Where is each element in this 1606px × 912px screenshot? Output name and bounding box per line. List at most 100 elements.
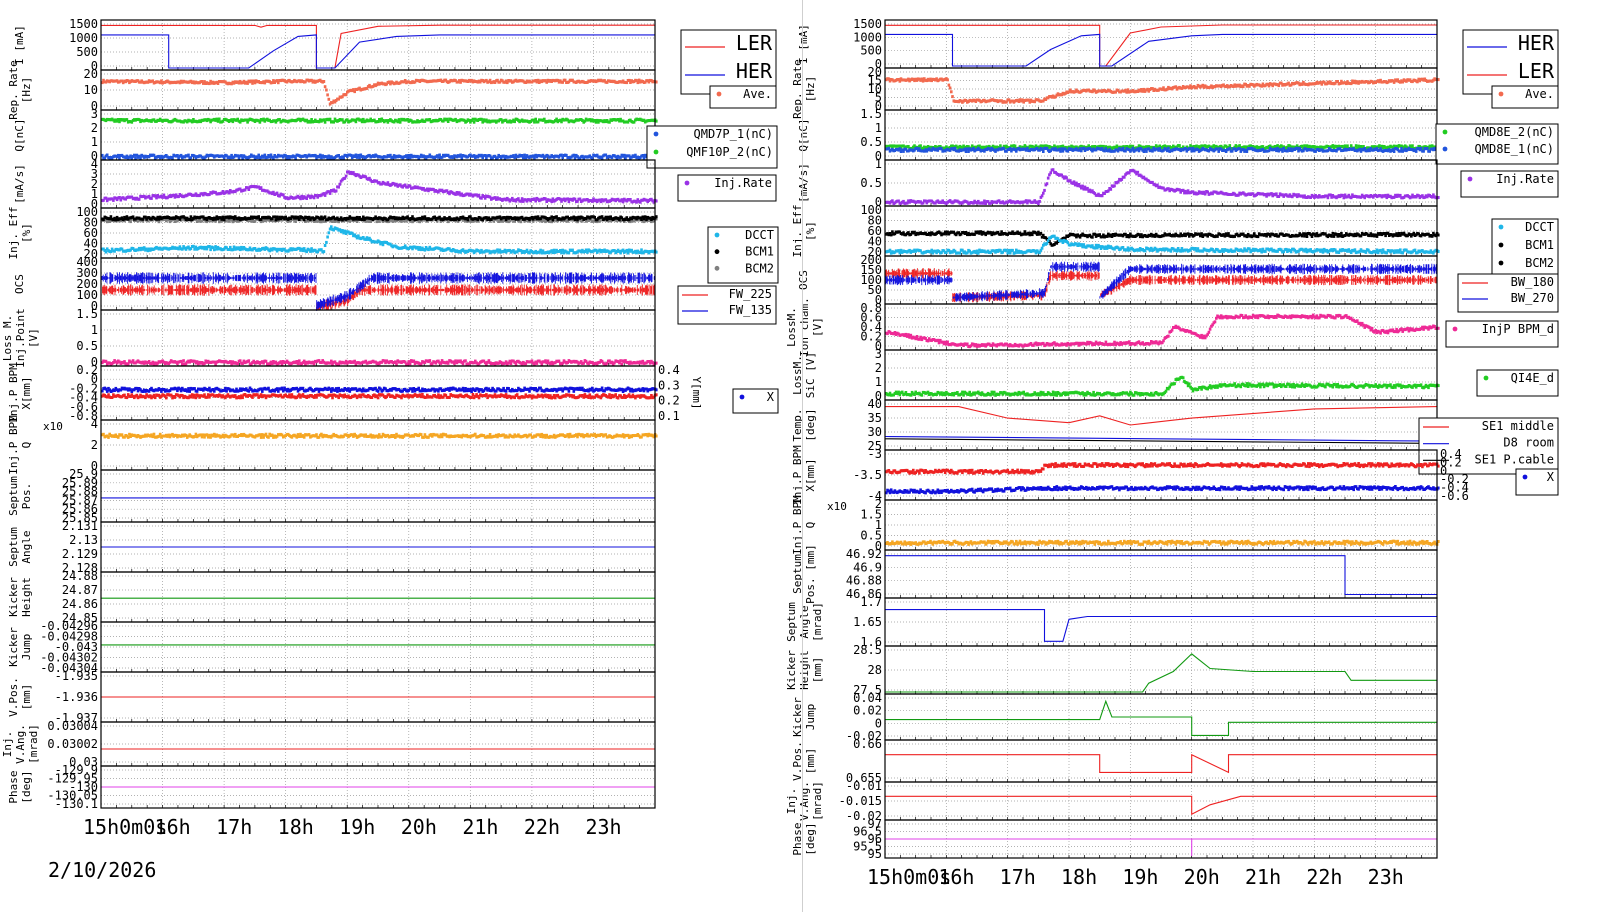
data-point bbox=[146, 249, 150, 253]
data-point bbox=[555, 117, 558, 121]
data-point bbox=[275, 191, 279, 195]
y-tick-label: 0 bbox=[91, 59, 98, 73]
data-point bbox=[418, 246, 422, 250]
data-point bbox=[236, 154, 239, 158]
data-point bbox=[364, 175, 368, 179]
data-point bbox=[593, 119, 596, 122]
data-point bbox=[389, 82, 392, 86]
data-point bbox=[156, 215, 159, 219]
data-point bbox=[640, 218, 643, 221]
data-point bbox=[627, 78, 631, 82]
data-point bbox=[301, 249, 305, 253]
data-point bbox=[145, 217, 148, 221]
data-point bbox=[316, 195, 319, 199]
data-point bbox=[480, 196, 483, 200]
data-point bbox=[270, 81, 274, 85]
data-point bbox=[332, 120, 335, 124]
series-dots-QMD7P_1(nC) bbox=[101, 153, 658, 160]
data-point bbox=[523, 153, 526, 157]
data-point bbox=[519, 249, 523, 253]
data-point bbox=[337, 220, 340, 224]
data-point bbox=[152, 153, 156, 157]
data-point bbox=[405, 219, 408, 223]
data-point bbox=[339, 230, 343, 234]
data-point bbox=[330, 225, 333, 229]
data-point bbox=[221, 215, 225, 219]
data-point bbox=[448, 192, 451, 196]
data-point bbox=[360, 120, 364, 124]
data-point bbox=[565, 153, 568, 157]
data-point bbox=[486, 249, 489, 253]
data-point bbox=[323, 193, 327, 197]
data-point bbox=[270, 217, 274, 221]
data-point bbox=[387, 220, 391, 223]
y-tick-label: 0 bbox=[91, 149, 98, 163]
legend-box bbox=[680, 29, 777, 95]
data-point bbox=[137, 197, 141, 201]
data-point bbox=[410, 153, 413, 157]
data-point bbox=[371, 239, 375, 243]
data-point bbox=[486, 218, 489, 221]
data-point bbox=[172, 193, 175, 197]
data-point bbox=[595, 118, 599, 122]
data-point bbox=[354, 234, 358, 238]
data-point bbox=[416, 154, 419, 158]
data-point bbox=[427, 155, 430, 159]
data-point bbox=[408, 184, 412, 188]
data-point bbox=[608, 120, 611, 124]
data-point bbox=[102, 218, 105, 222]
data-point bbox=[291, 217, 295, 221]
data-point bbox=[486, 154, 489, 158]
data-point bbox=[268, 249, 271, 253]
data-point bbox=[422, 79, 425, 83]
data-point bbox=[190, 120, 194, 124]
data-point bbox=[257, 153, 260, 157]
data-point bbox=[183, 216, 187, 220]
data-point bbox=[391, 155, 395, 159]
data-point bbox=[636, 81, 640, 85]
data-point bbox=[655, 80, 658, 84]
data-point bbox=[368, 236, 371, 240]
data-point bbox=[586, 198, 589, 201]
data-point bbox=[215, 215, 219, 219]
data-point bbox=[339, 179, 343, 183]
data-point bbox=[365, 86, 369, 90]
legend-box bbox=[709, 85, 777, 109]
data-point bbox=[641, 154, 645, 157]
y-tick-label: 0 bbox=[91, 99, 98, 113]
data-point bbox=[504, 79, 508, 83]
data-point bbox=[146, 80, 150, 84]
data-point bbox=[275, 155, 279, 159]
data-point bbox=[173, 216, 177, 220]
data-point bbox=[347, 217, 350, 221]
data-point bbox=[272, 156, 275, 160]
data-point bbox=[618, 119, 621, 123]
data-point bbox=[125, 79, 129, 82]
data-point bbox=[623, 153, 626, 157]
data-point bbox=[499, 118, 503, 122]
series-line-HER bbox=[101, 34, 655, 69]
data-point bbox=[544, 197, 547, 201]
data-point bbox=[485, 118, 488, 122]
data-point bbox=[214, 219, 217, 223]
data-point bbox=[625, 81, 629, 85]
data-point bbox=[202, 81, 205, 85]
data-point bbox=[209, 79, 212, 83]
data-point bbox=[332, 215, 335, 219]
data-point bbox=[406, 118, 409, 121]
legend-box bbox=[707, 226, 779, 284]
data-point bbox=[218, 220, 221, 224]
data-point bbox=[560, 120, 563, 124]
data-point bbox=[625, 248, 629, 252]
data-point bbox=[408, 219, 412, 223]
data-point bbox=[240, 245, 243, 249]
data-point bbox=[124, 217, 127, 221]
data-point bbox=[567, 251, 571, 255]
data-point bbox=[626, 251, 630, 255]
data-point bbox=[320, 248, 323, 252]
data-point bbox=[506, 81, 509, 85]
data-point bbox=[237, 81, 241, 85]
data-point bbox=[307, 215, 311, 219]
data-point bbox=[105, 247, 109, 251]
